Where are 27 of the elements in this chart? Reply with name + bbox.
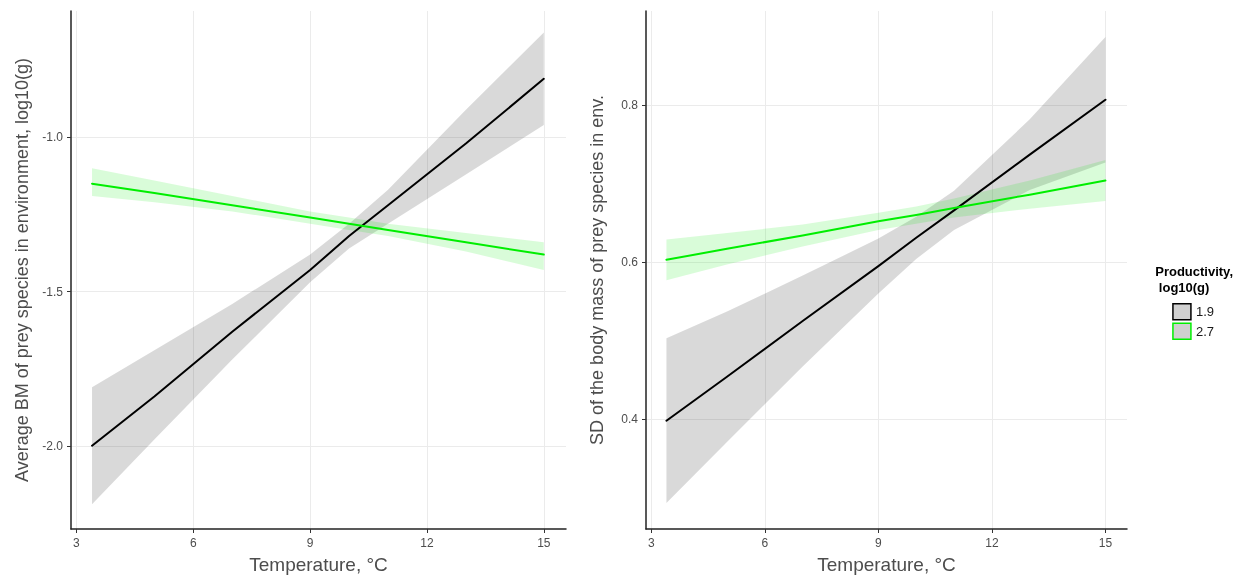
- line-series: [91, 182, 545, 256]
- y-tick-label: -1.0: [42, 130, 64, 145]
- y-axis-title: SD of the body mass of prey species in env.: [587, 95, 607, 445]
- legend-title: Productivity, log10(g): [1155, 263, 1234, 295]
- line-series: [91, 77, 545, 447]
- x-axis-title: Temperature, °C: [249, 554, 388, 575]
- x-tick-label: 9: [875, 536, 883, 550]
- line-series: [665, 98, 1107, 422]
- x-tick-label: 6: [761, 536, 769, 550]
- line-series: [665, 179, 1107, 261]
- x-tick-label: 15: [1098, 536, 1113, 550]
- x-tick-label: 15: [537, 536, 551, 550]
- x-tick-label: 12: [985, 536, 999, 550]
- y-axis-title: Average BM of prey species in environment, log10(g): [12, 58, 32, 482]
- x-axis-title: Temperature, °C: [817, 554, 956, 575]
- y-tick-label: 0.8: [621, 98, 639, 113]
- y-tick-label: -2.0: [42, 438, 64, 453]
- x-tick-label: 3: [647, 536, 655, 550]
- y-tick-label: -1.5: [42, 284, 64, 299]
- y-tick-label: 0.4: [621, 412, 639, 427]
- x-tick-label: 3: [73, 536, 81, 550]
- legend-label: 2.7: [1195, 323, 1215, 339]
- x-tick-label: 12: [420, 536, 434, 550]
- x-tick-label: 9: [306, 536, 314, 550]
- legend-label: 1.9: [1195, 304, 1215, 320]
- y-tick-label: 0.6: [621, 255, 639, 270]
- x-tick-label: 6: [189, 536, 197, 550]
